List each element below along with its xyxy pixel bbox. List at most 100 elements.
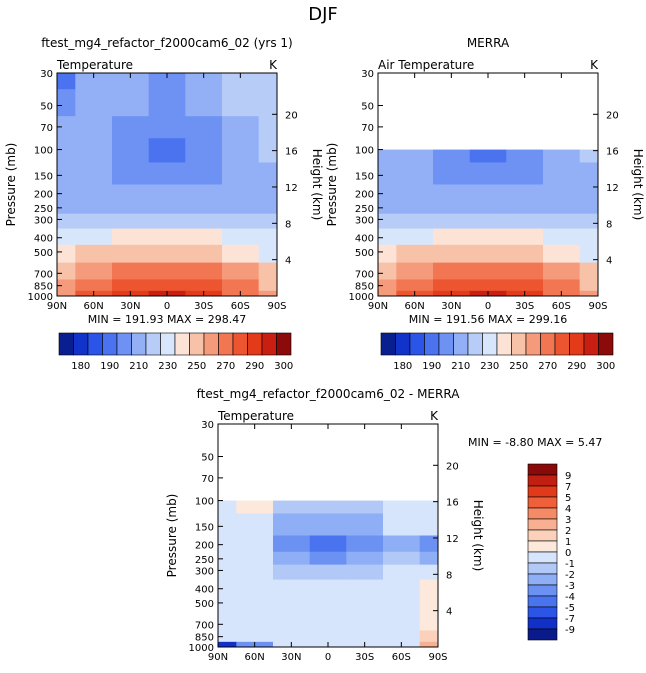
heatmap-cell <box>506 244 544 264</box>
heatmap-cell <box>579 279 599 292</box>
units-label: K <box>430 409 439 423</box>
colorbar-swatch <box>527 606 558 619</box>
colorbar-swatch <box>189 332 205 356</box>
heatmap-cell <box>222 73 260 90</box>
colorbar-swatch <box>438 332 454 356</box>
heatmap-cell <box>258 138 278 163</box>
heatmap-cell <box>57 279 76 292</box>
heatmap-cell <box>419 564 439 581</box>
pressure-tick-label: 250 <box>195 555 214 566</box>
heatmap-cell <box>222 279 260 292</box>
pressure-tick-label: 1000 <box>28 292 53 303</box>
heatmap-cell <box>433 149 471 163</box>
min-max-text: MIN = 191.93 MAX = 298.47 <box>88 313 246 326</box>
colorbar-label: 290 <box>567 361 586 372</box>
heatmap-cell <box>506 149 544 163</box>
heatmap-cell <box>543 244 581 264</box>
lat-tick-label: 30S <box>355 652 374 663</box>
colorbar-swatch <box>527 595 558 608</box>
heatmap-cell <box>543 279 581 292</box>
heatmap-cell <box>57 213 76 230</box>
colorbar-label: 210 <box>451 361 470 372</box>
heatmap-cell <box>378 262 397 280</box>
pressure-tick-label: 850 <box>355 282 374 293</box>
panel-title: MERRA <box>467 36 510 50</box>
heatmap-cell <box>433 200 471 215</box>
colorbar-label: -5 <box>565 603 575 614</box>
pressure-tick-label: 250 <box>34 204 53 215</box>
heatmap-cell <box>75 89 113 117</box>
pressure-tick-label: 500 <box>355 248 374 259</box>
heatmap-cell <box>396 279 434 292</box>
height-tick-label: 12 <box>446 534 459 545</box>
pressure-tick-label: 300 <box>195 566 214 577</box>
heatmap-cell <box>579 290 599 297</box>
heatmap-cell <box>148 162 186 185</box>
heatmap-cell <box>112 262 150 280</box>
pressure-tick-label: 250 <box>355 204 374 215</box>
heatmap-cell <box>112 138 150 163</box>
heatmap-cell <box>433 244 471 264</box>
colorbar-label: 2 <box>565 526 571 537</box>
heatmap-cell <box>112 116 150 139</box>
heatmap-cell <box>222 138 260 163</box>
heatmap-cell <box>148 73 186 90</box>
heatmap-cell <box>222 89 260 117</box>
heatmap-cell <box>396 228 434 246</box>
heatmap-cell <box>396 200 434 215</box>
heatmap-cell <box>258 73 278 90</box>
heatmap-cell <box>396 149 434 163</box>
heatmap-cell <box>112 73 150 90</box>
lat-tick-label: 60N <box>245 652 265 663</box>
heatmap-cell <box>419 513 439 536</box>
heatmap-cell <box>378 200 397 215</box>
heatmap-cell <box>222 116 260 139</box>
heatmap-cell <box>378 244 397 264</box>
heatmap-cell <box>148 138 186 163</box>
page-title: DJF <box>308 4 338 25</box>
colorbar-label: -3 <box>565 581 575 592</box>
heatmap-cell <box>185 184 223 202</box>
height-tick-label: 8 <box>446 570 452 581</box>
pressure-tick-label: 700 <box>34 269 53 280</box>
lat-tick-label: 30N <box>120 301 140 312</box>
colorbar-label: 9 <box>565 471 571 482</box>
heatmap-cell <box>222 162 260 185</box>
colorbar-swatch <box>87 332 103 356</box>
heatmap-cell <box>258 116 278 139</box>
colorbar-label: 5 <box>565 493 571 504</box>
heatmap-cell <box>346 595 384 615</box>
lat-tick-label: 60N <box>84 301 104 312</box>
height-tick-label: 8 <box>285 219 291 230</box>
heatmap-cell <box>218 613 237 631</box>
heatmap-cell <box>75 138 113 163</box>
heatmap-cell <box>543 200 581 215</box>
heatmap-cell <box>419 595 439 615</box>
heatmap-cell <box>433 213 471 230</box>
colorbar-swatch <box>203 332 219 356</box>
heatmap-cell <box>258 279 278 292</box>
colorbar-label: 0 <box>565 548 571 559</box>
colorbar-label: -7 <box>565 614 575 625</box>
heatmap-cell <box>273 564 311 581</box>
colorbar-swatch <box>527 474 558 487</box>
heatmap-cell <box>236 613 274 631</box>
heatmap-cell <box>273 579 311 597</box>
heatmap-cell <box>469 184 507 202</box>
lat-tick-label: 90S <box>428 652 447 663</box>
pressure-tick-label: 100 <box>355 146 374 157</box>
colorbar-label: -2 <box>565 570 575 581</box>
heatmap-cell <box>419 500 439 514</box>
heatmap-cell <box>185 213 223 230</box>
units-label: K <box>269 58 278 72</box>
heatmap-cell <box>236 630 274 643</box>
heatmap-cell <box>185 73 223 90</box>
heatmap-cell <box>419 551 439 566</box>
height-axis-label: Height (km) <box>471 500 485 571</box>
heatmap-cell <box>419 535 439 553</box>
heatmap-cell <box>396 184 434 202</box>
heatmap-cell <box>57 244 76 264</box>
heatmap-cell <box>236 551 274 566</box>
colorbar-swatch <box>424 332 440 356</box>
lat-tick-label: 60S <box>231 301 250 312</box>
